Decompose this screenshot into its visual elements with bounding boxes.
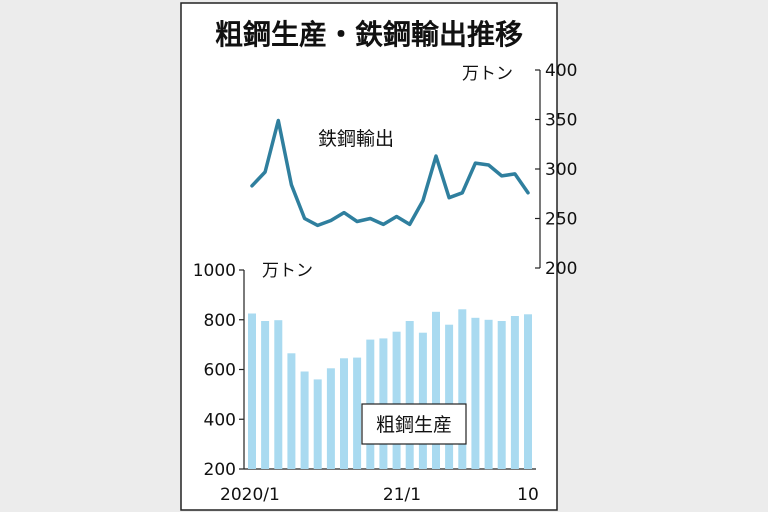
production-tick-label: 800 — [204, 311, 236, 331]
export-y-axis: 400 350 300 250 200 — [535, 61, 577, 279]
production-bar — [313, 379, 322, 469]
production-bar — [392, 331, 401, 469]
production-tick-label: 200 — [204, 460, 236, 480]
production-bar — [471, 317, 480, 469]
production-bar — [326, 368, 335, 469]
production-bar — [418, 332, 427, 469]
production-bar — [510, 316, 519, 469]
production-bar — [353, 357, 362, 469]
production-bar — [340, 358, 348, 469]
production-tick-label: 400 — [204, 410, 236, 430]
export-unit-label: 万トン — [462, 64, 513, 84]
production-series — [248, 309, 532, 470]
production-bar — [274, 320, 283, 469]
x-tick-label: 2020/1 — [220, 485, 280, 505]
production-bar — [484, 319, 493, 470]
production-bar — [287, 353, 296, 469]
production-bar — [524, 314, 532, 469]
production-bar — [261, 321, 270, 469]
production-bar — [445, 324, 454, 469]
export-tick-label: 200 — [545, 259, 577, 279]
production-bar — [405, 321, 414, 469]
production-bar — [432, 311, 440, 469]
production-bar — [248, 313, 256, 469]
production-tick-label: 600 — [204, 361, 236, 381]
export-tick-label: 250 — [545, 210, 577, 230]
production-label-box — [361, 403, 467, 445]
x-tick-label: 10 — [517, 485, 539, 505]
export-series-label: 鉄鋼輸出 — [318, 128, 394, 150]
production-series-label: 粗鋼生産 — [376, 414, 452, 436]
x-tick-label: 21/1 — [383, 485, 421, 505]
production-bar — [497, 321, 506, 469]
production-tick-label: 1000 — [193, 261, 236, 281]
export-tick-label: 300 — [545, 160, 577, 180]
production-bar — [300, 371, 309, 469]
export-tick-label: 350 — [545, 111, 577, 131]
export-line — [250, 118, 530, 228]
production-bar — [458, 309, 467, 469]
production-unit-label: 万トン — [262, 261, 313, 281]
export-series — [250, 118, 530, 228]
chart-title: 粗鋼生産・鉄鋼輸出推移 — [215, 18, 523, 51]
export-tick-label: 400 — [545, 61, 577, 81]
